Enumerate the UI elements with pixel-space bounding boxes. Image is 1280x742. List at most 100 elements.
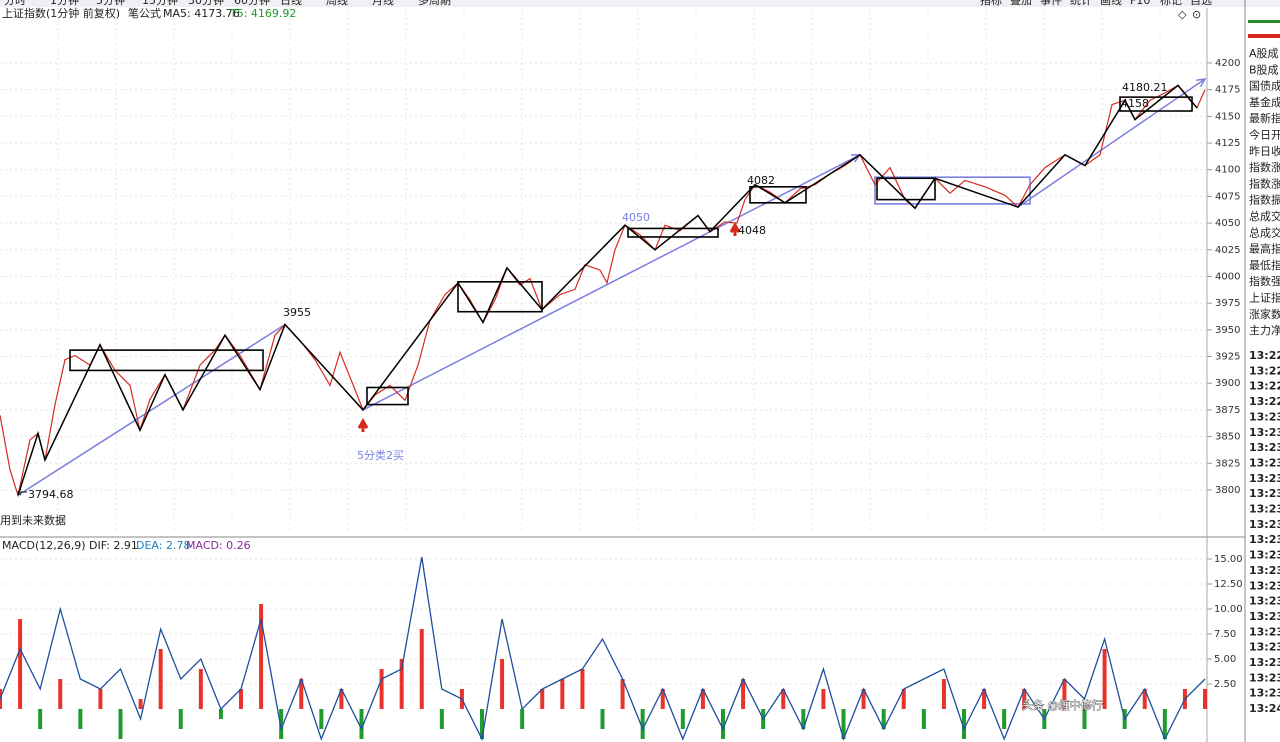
macd-bar xyxy=(781,689,786,709)
t5-value: T5: 4169.92 xyxy=(229,7,296,20)
macd-bar xyxy=(178,709,183,729)
toolbar-item[interactable]: 指标 xyxy=(980,0,1002,7)
sidebar-label: 上证指 xyxy=(1249,291,1280,305)
toolbar-item[interactable]: 叠加 xyxy=(1010,0,1032,7)
sidebar-time: 13:23 xyxy=(1249,487,1280,500)
toolbar-item[interactable]: 月线 xyxy=(372,0,394,7)
toolbar-item[interactable]: 分时 xyxy=(4,0,26,7)
sidebar-time: 13:23 xyxy=(1249,441,1280,454)
pivot-box xyxy=(457,281,543,313)
pivot-box xyxy=(876,177,936,201)
macd-bar xyxy=(18,619,23,709)
toolbar-item[interactable]: 30分钟 xyxy=(188,0,224,7)
macd-bar xyxy=(218,709,223,719)
macd-bar xyxy=(982,689,987,709)
macd-bar xyxy=(319,709,324,729)
macd-bar xyxy=(1102,649,1107,709)
macd-bar xyxy=(560,679,565,709)
y-tick-label: 2.50 xyxy=(1214,679,1236,690)
macd-bar xyxy=(118,709,123,739)
toolbar-item[interactable]: 统计 xyxy=(1070,0,1092,7)
sidebar-label: 涨家数 xyxy=(1249,307,1280,321)
ma5-value: MA5: 4173.76 xyxy=(163,7,240,20)
toolbar-item[interactable]: 周线 xyxy=(326,0,348,7)
toolbar-item[interactable]: 标记 xyxy=(1160,0,1182,7)
toolbar-item[interactable]: F10 xyxy=(1130,0,1150,7)
y-tick-label: 5.00 xyxy=(1214,654,1236,665)
y-tick-label: 3925 xyxy=(1215,352,1240,363)
arrow-head xyxy=(1195,78,1207,88)
sidebar-label: A股成 xyxy=(1249,47,1279,60)
macd-bar xyxy=(540,689,545,709)
macd-bar xyxy=(158,649,163,709)
toolbar-item[interactable]: 15分钟 xyxy=(142,0,178,7)
sidebar-label: 昨日收 xyxy=(1249,144,1280,158)
sidebar-label: 总成交 xyxy=(1249,225,1280,239)
macd-bar xyxy=(339,689,344,709)
toolbar-item[interactable]: 日线 xyxy=(280,0,302,7)
toolbar-item[interactable]: 1分钟 xyxy=(50,0,79,7)
toolbar-item[interactable]: 60分钟 xyxy=(234,0,270,7)
macd-bar xyxy=(821,689,826,709)
panel-title: 上证指数(1分钟 前复权) xyxy=(2,6,120,20)
macd-bar xyxy=(198,669,203,709)
macd-bar xyxy=(741,679,746,709)
macd-bar xyxy=(1022,689,1027,709)
y-tick-label: 3875 xyxy=(1215,405,1240,416)
sidebar-time: 13:23 xyxy=(1249,579,1280,592)
toolbar-item[interactable]: 画线 xyxy=(1100,0,1122,7)
sidebar-time: 13:23 xyxy=(1249,456,1280,469)
dea-value: DEA: 2.78 xyxy=(136,539,190,552)
y-tick-label: 15.00 xyxy=(1214,554,1243,565)
y-tick-label: 3975 xyxy=(1215,298,1240,309)
toolbar-item[interactable]: 事件 xyxy=(1040,0,1062,7)
sidebar-time: 13:23 xyxy=(1249,595,1280,608)
macd-bar xyxy=(299,679,304,709)
macd-bar xyxy=(58,679,63,709)
macd-bar xyxy=(239,689,243,709)
macd-bar xyxy=(861,689,866,709)
y-tick-label: 4125 xyxy=(1215,138,1240,149)
pivot-box xyxy=(1119,96,1193,112)
settings-icon[interactable]: ⊙ xyxy=(1192,8,1201,21)
toolbar-item[interactable]: 多周期 xyxy=(418,0,451,7)
y-tick-label: 4000 xyxy=(1215,271,1240,282)
toolbar-item[interactable]: 自选 xyxy=(1190,0,1212,7)
macd-bar xyxy=(520,709,525,729)
sidebar-time: 13:24 xyxy=(1249,702,1280,715)
y-tick-label: 4075 xyxy=(1215,191,1240,202)
macd-bar xyxy=(841,709,846,739)
pivot-box xyxy=(69,349,264,372)
macd-bar xyxy=(1203,689,1207,709)
sidebar-label: 指数涨 xyxy=(1249,176,1280,190)
y-tick-label: 3825 xyxy=(1215,458,1240,469)
y-tick-label: 7.50 xyxy=(1214,629,1236,640)
macd-title: MACD(12,26,9) xyxy=(2,539,86,552)
sidebar-label: 指数涨 xyxy=(1249,160,1280,174)
macd-bar xyxy=(279,709,284,739)
macd-bar xyxy=(419,629,424,709)
sidebar-time: 13:23 xyxy=(1249,564,1280,577)
y-tick-label: 3950 xyxy=(1215,325,1240,336)
sidebar-time: 13:22 xyxy=(1249,349,1280,362)
toolbar-item[interactable]: 5分钟 xyxy=(96,0,125,7)
macd-value: MACD: 0.26 xyxy=(186,539,251,552)
macd-bar xyxy=(660,689,665,709)
diamond-icon[interactable]: ◇ xyxy=(1178,8,1187,21)
sidebar-time: 13:23 xyxy=(1249,518,1280,531)
annotation: 3955 xyxy=(283,306,311,319)
sidebar-time: 13:23 xyxy=(1249,533,1280,546)
sidebar-label: 总成交 xyxy=(1249,209,1280,223)
macd-bar xyxy=(801,709,806,729)
formula-name: 笔公式 xyxy=(128,6,161,20)
trend-line xyxy=(1017,78,1206,208)
y-tick-label: 3900 xyxy=(1215,378,1240,389)
y-tick-label: 3850 xyxy=(1215,432,1240,443)
sidebar-label: 主力净 xyxy=(1249,323,1280,337)
stroke-line xyxy=(17,84,1198,496)
buy-arrow xyxy=(729,221,741,236)
macd-bar xyxy=(680,709,685,729)
macd-bar xyxy=(98,689,103,709)
annotation: 5分类2买 xyxy=(357,448,404,462)
